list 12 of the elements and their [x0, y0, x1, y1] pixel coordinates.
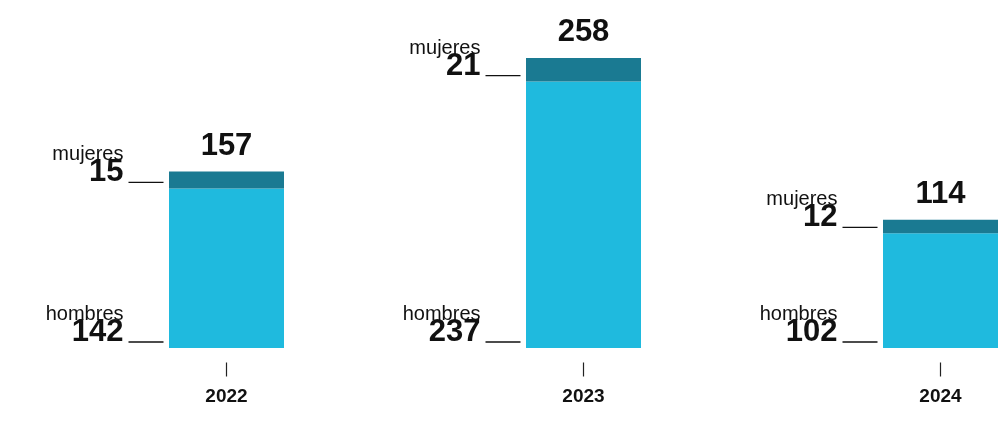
total-label: 114 [915, 174, 967, 210]
bar [883, 219, 998, 234]
bar [526, 81, 641, 348]
total-label: 157 [200, 126, 253, 162]
bar [526, 58, 641, 82]
x-tick-label: 2024 [919, 384, 963, 406]
bar [169, 188, 284, 348]
bar [883, 233, 998, 348]
bar [169, 171, 284, 189]
x-tick-label: 2023 [562, 384, 605, 406]
total-label: 258 [557, 13, 610, 48]
x-tick-label: 2022 [205, 384, 248, 406]
